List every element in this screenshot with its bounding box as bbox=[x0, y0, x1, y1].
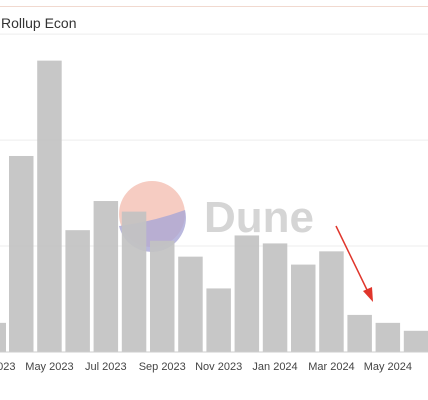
bars bbox=[0, 60, 428, 353]
bar-2024-06 bbox=[403, 330, 428, 352]
x-tick-label: Nov 2023 bbox=[195, 361, 242, 373]
bar-2023-09 bbox=[150, 240, 175, 352]
x-axis-ticks: 2023 May 2023 Jul 2023 Sep 2023 Nov 2023 Jan … bbox=[0, 361, 412, 373]
arrow-shaft bbox=[335, 225, 370, 295]
watermark-text: Dune bbox=[204, 193, 314, 242]
chart-title: Rollup Econ bbox=[1, 15, 77, 31]
dune-watermark: Dune bbox=[119, 181, 314, 252]
x-tick-label: 2023 bbox=[0, 361, 15, 373]
bar-2023-06 bbox=[65, 230, 90, 352]
bar-2024-05 bbox=[375, 322, 401, 352]
bar-2023-03 bbox=[0, 322, 6, 352]
bar-2024-02 bbox=[291, 264, 316, 352]
bar-2023-08 bbox=[121, 211, 147, 352]
bar-2023-07 bbox=[93, 201, 119, 352]
bar-2023-04 bbox=[9, 155, 34, 352]
bar-2023-10 bbox=[178, 256, 203, 352]
x-tick-label: Jan 2024 bbox=[252, 361, 297, 373]
x-tick-label: Jul 2023 bbox=[85, 361, 127, 373]
bar-2023-12 bbox=[234, 235, 260, 352]
bar-2024-04 bbox=[347, 314, 372, 352]
arrow-head-icon bbox=[363, 287, 373, 302]
top-rule bbox=[0, 6, 428, 7]
bar-2023-05 bbox=[37, 60, 62, 353]
x-tick-label: May 2023 bbox=[25, 361, 73, 373]
arrow-annotation bbox=[335, 225, 373, 302]
x-tick-label: Mar 2024 bbox=[308, 361, 354, 373]
bar-2024-01 bbox=[262, 243, 288, 352]
bar-2024-03 bbox=[319, 251, 344, 352]
x-tick-label: Sep 2023 bbox=[139, 361, 186, 373]
bar-2023-11 bbox=[206, 288, 231, 352]
x-tick-label: May 2024 bbox=[364, 361, 412, 373]
